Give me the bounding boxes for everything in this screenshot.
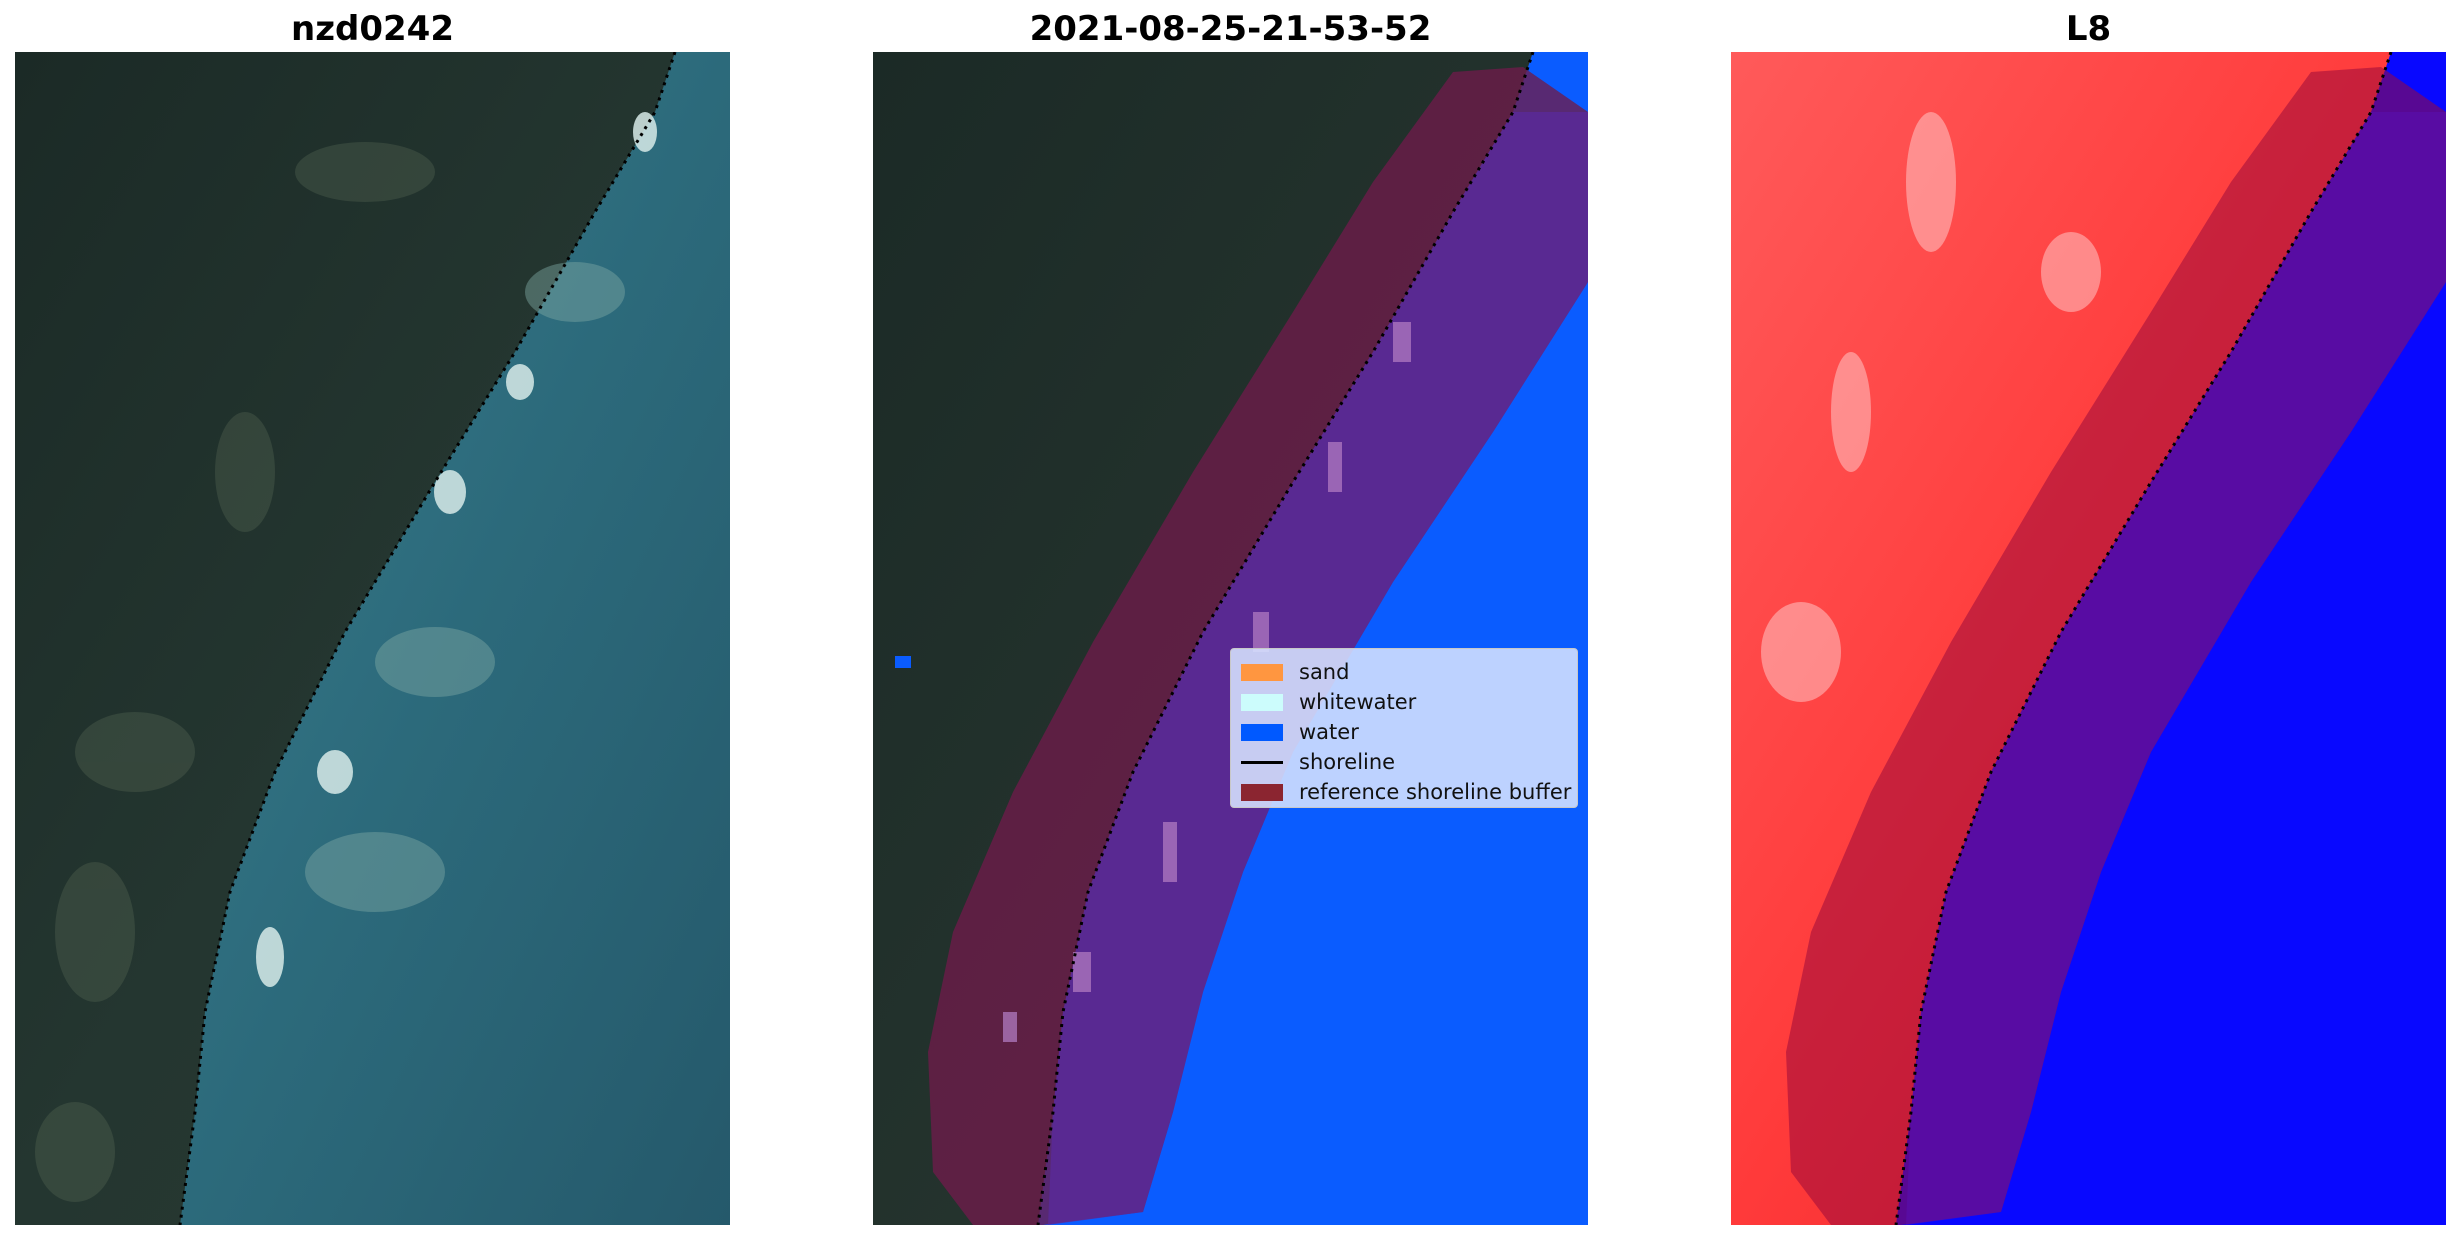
legend-item-water: water <box>1241 717 1567 747</box>
legend-item-sand: sand <box>1241 657 1567 687</box>
classification-panel <box>873 52 1588 1225</box>
water-class-patch <box>895 656 911 668</box>
legend-label: reference shoreline buffer <box>1299 780 1572 804</box>
legend-item-whitewater: whitewater <box>1241 687 1567 717</box>
panel-title-rgb: nzd0242 <box>291 9 454 49</box>
legend: sand whitewater water shoreline referenc… <box>1230 648 1578 808</box>
legend-label: water <box>1299 720 1359 744</box>
index-image-panel <box>1731 52 2446 1225</box>
surf-foam <box>256 112 657 987</box>
shoreline-swatch <box>1241 760 1283 764</box>
water-swatch <box>1241 723 1283 741</box>
whitewater-patches <box>1003 322 1411 1042</box>
legend-label: shoreline <box>1299 750 1396 774</box>
legend-item-buffer: reference shoreline buffer <box>1241 777 1571 807</box>
rgb-image-panel <box>15 52 730 1225</box>
panel-title-index: L8 <box>2065 9 2112 49</box>
buffer-water-overlap <box>1906 112 2446 1225</box>
legend-label: sand <box>1299 660 1350 684</box>
panel-title-classification: 2021-08-25-21-53-52 <box>1029 9 1432 49</box>
legend-item-shoreline: shoreline <box>1241 747 1567 777</box>
buffer-swatch <box>1241 783 1283 801</box>
ocean-area <box>180 52 730 1225</box>
terrain-texture <box>35 142 435 1202</box>
sand-swatch <box>1241 663 1283 681</box>
sediment-plume <box>305 262 625 912</box>
legend-label: whitewater <box>1299 690 1417 714</box>
land-index-texture <box>1761 112 2101 702</box>
water-class-patch <box>1548 52 1588 64</box>
whitewater-swatch <box>1241 693 1283 711</box>
